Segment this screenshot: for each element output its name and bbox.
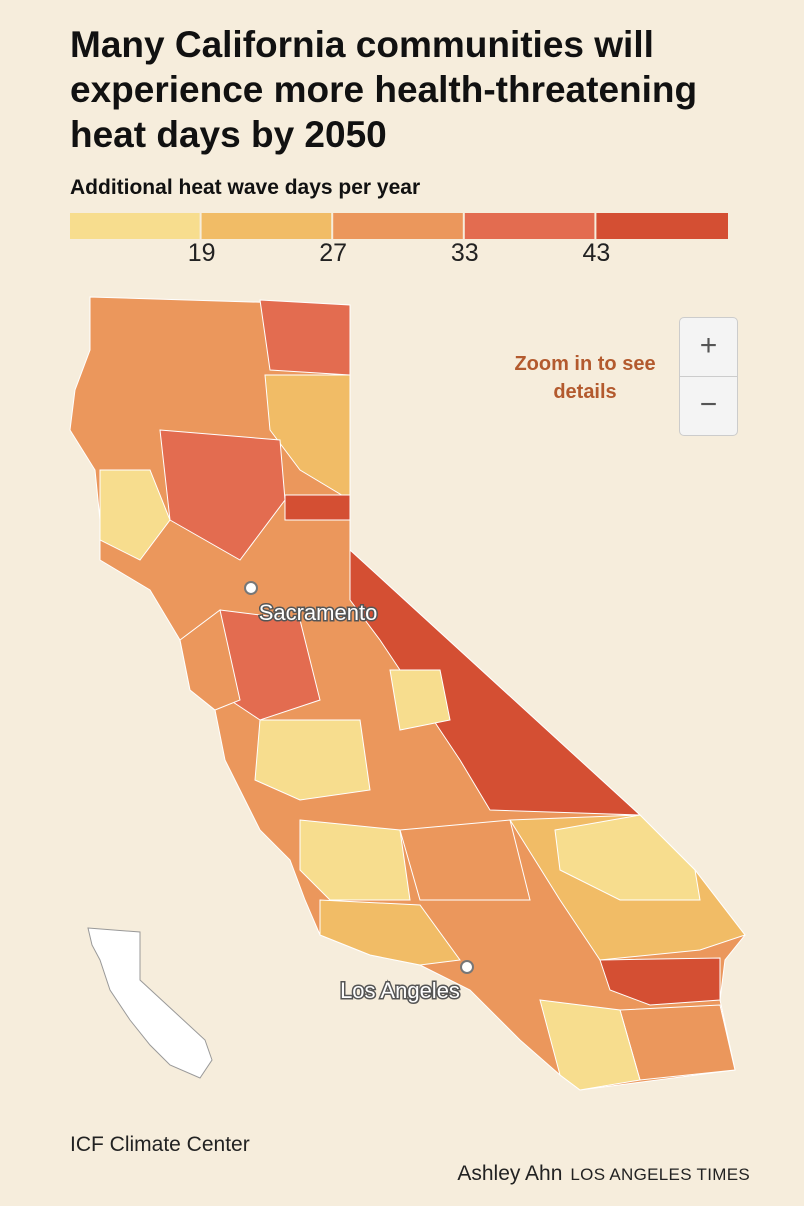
legend-tick-label: 33 <box>451 239 479 267</box>
zoom-control: + − <box>679 317 738 436</box>
region <box>539 999 641 1091</box>
city-marker <box>244 581 258 595</box>
legend-swatch <box>464 213 595 239</box>
region <box>99 469 171 561</box>
region <box>264 374 351 501</box>
region <box>179 609 241 711</box>
city-label: Sacramento <box>259 600 378 625</box>
region <box>389 669 451 731</box>
source: ICF Climate Center <box>70 1133 250 1156</box>
region <box>554 814 701 901</box>
city-marker <box>460 960 474 974</box>
region <box>349 548 642 816</box>
zoom-in-button[interactable]: + <box>699 329 718 362</box>
region <box>399 819 531 901</box>
zoom-hint: Zoom in to see details <box>514 353 656 403</box>
legend-title: Additional heat wave days per year <box>70 176 421 199</box>
legend-swatch <box>596 213 728 239</box>
legend-swatch <box>201 213 332 239</box>
zoom-out-button[interactable]: − <box>680 376 737 435</box>
legend-bar: 19 27 33 43 <box>70 213 728 267</box>
region <box>284 494 351 521</box>
region <box>259 299 351 376</box>
publisher: LOS ANGELES TIMES <box>570 1165 750 1184</box>
title: Many California communities will experie… <box>70 24 698 155</box>
legend-tick-label: 19 <box>188 239 216 267</box>
region <box>299 819 411 901</box>
california-map <box>69 296 746 1091</box>
city-labels: Sacramento Los Angeles <box>244 581 474 1005</box>
inset-map <box>87 927 213 1079</box>
city-label: Los Angeles <box>340 978 460 1003</box>
author: Ashley Ahn <box>457 1162 563 1185</box>
legend-tick-label: 27 <box>319 239 347 267</box>
region <box>159 429 286 561</box>
region <box>254 719 371 801</box>
legend-swatch <box>70 213 200 239</box>
credit: Ashley Ahn LOS ANGELES TIMES <box>457 1162 750 1186</box>
legend-tick-label: 43 <box>582 239 610 267</box>
legend-swatch <box>333 213 463 239</box>
region <box>599 957 721 1006</box>
region <box>319 899 461 966</box>
